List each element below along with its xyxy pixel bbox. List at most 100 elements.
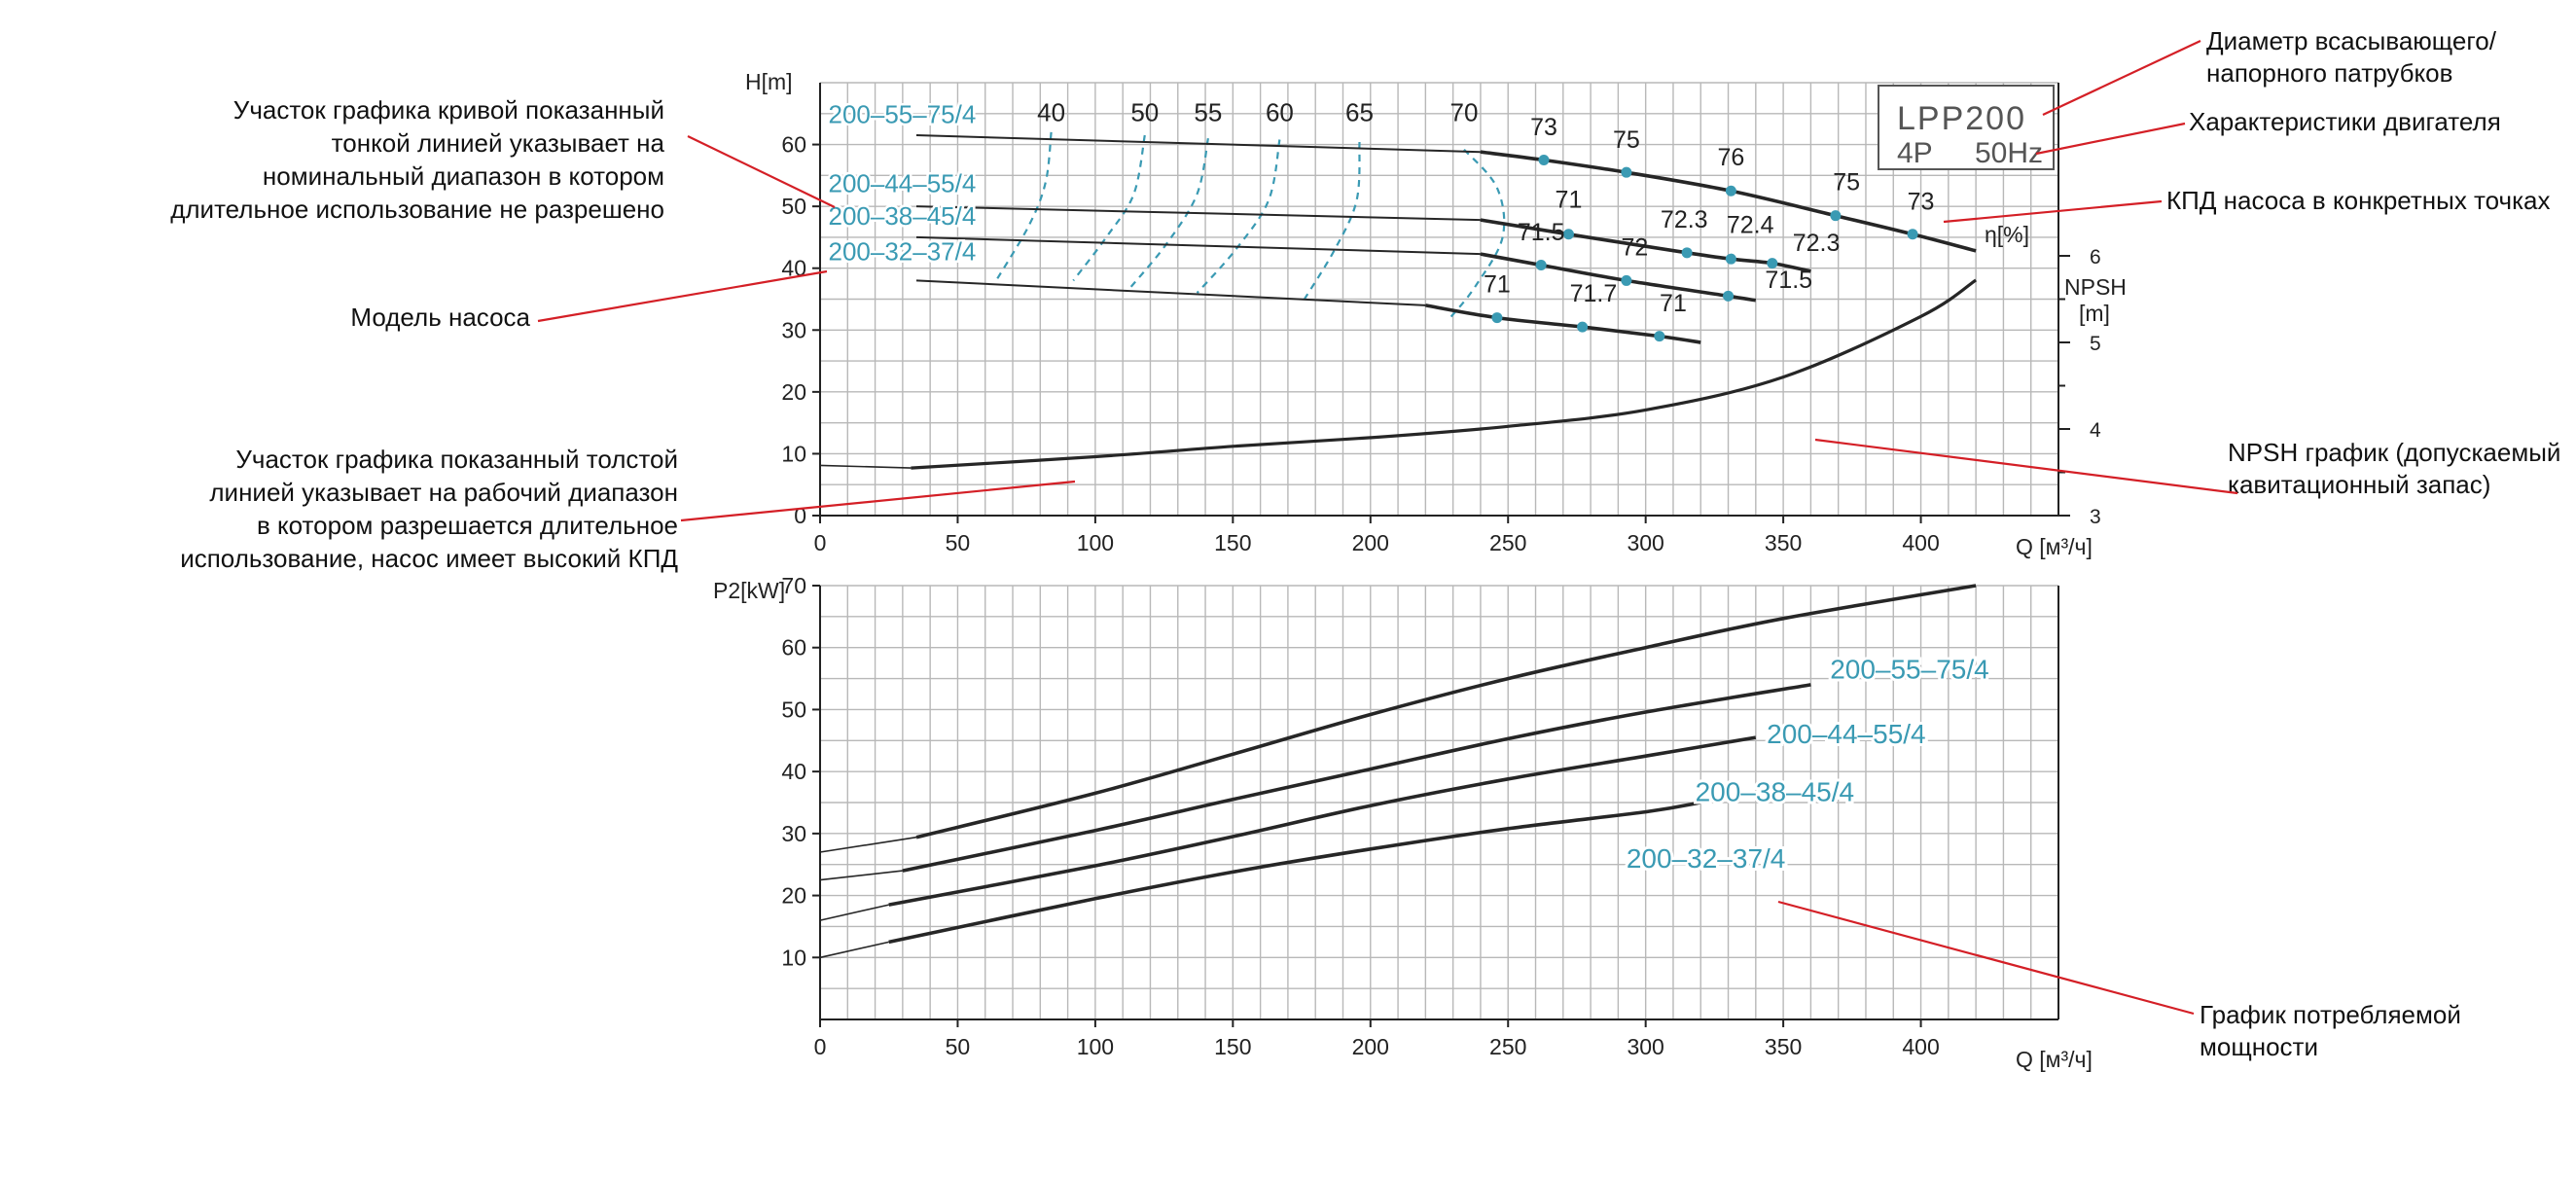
efficiency-label: 71 xyxy=(1556,186,1583,213)
x-tick-label: 300 xyxy=(1627,1034,1664,1059)
y-tick-label: 50 xyxy=(781,194,806,219)
efficiency-point xyxy=(1830,210,1842,222)
x-tick-label: 50 xyxy=(946,1034,971,1059)
efficiency-point xyxy=(1725,253,1736,265)
series-label: 200–38–45/4 xyxy=(828,201,976,231)
annotation-thick-line: использование, насос имеет высокий КПД xyxy=(180,544,678,573)
x-tick-label: 50 xyxy=(946,530,971,555)
iso-efficiency-label: 70 xyxy=(1449,97,1478,126)
x-tick-label: 350 xyxy=(1765,530,1802,555)
efficiency-points: 73 75 76 75 73 71 72.3 72.4 72.3 71.5 72 71.5 71 71.7… xyxy=(1484,114,1934,342)
efficiency-label: 75 xyxy=(1613,126,1640,154)
series-label: 200–55–75/4 xyxy=(828,99,976,128)
efficiency-point xyxy=(1538,154,1550,165)
annotation-power: мощности xyxy=(2200,1032,2318,1061)
annotation-thick-line: линией указывает на рабочий диапазон xyxy=(209,478,678,507)
legend-model-text: LPP200 xyxy=(1897,100,2026,137)
annotation-leader-line xyxy=(537,269,828,323)
x-tick-label: 350 xyxy=(1765,1034,1802,1059)
efficiency-label: 71.7 xyxy=(1570,280,1618,307)
npsh-tick-label: 3 xyxy=(2090,506,2101,528)
efficiency-label: 71.5 xyxy=(1518,219,1565,246)
bottom-y-axis-label: P2[kW] xyxy=(713,578,785,603)
head-curve-thin xyxy=(915,279,1426,306)
annotation-leader-line xyxy=(1777,900,2195,1016)
annotation-diameter: Диаметр всасывающего/ xyxy=(2206,26,2497,55)
annotation-power: График потребляемой xyxy=(2200,1000,2461,1029)
efficiency-point xyxy=(1767,258,1778,269)
x-tick-label: 400 xyxy=(1902,1034,1939,1059)
annotation-efficiency: КПД насоса в конкретных точках xyxy=(2166,186,2551,215)
iso-efficiency-label: 60 xyxy=(1266,97,1294,126)
annotation-leader-line xyxy=(2042,40,2201,116)
series-label: 200–32–37/4 xyxy=(1627,843,1786,874)
annotation-thick-line: в котором разрешается длительное xyxy=(257,511,678,540)
annotation-leader-line xyxy=(680,480,1076,522)
annotation-thin-line: тонкой линией указывает на xyxy=(332,128,665,158)
annotation-leader-line xyxy=(687,135,836,208)
x-tick-label: 0 xyxy=(814,1034,827,1059)
efficiency-point xyxy=(1681,247,1693,259)
efficiency-label: 73 xyxy=(1530,114,1557,141)
series-label: 200–44–55/4 xyxy=(828,169,976,198)
iso-efficiency-label: 55 xyxy=(1194,97,1222,126)
npsh-tick-label: 4 xyxy=(2090,419,2101,442)
annotation-leader-line xyxy=(2035,122,2186,156)
series-label: 200–44–55/4 xyxy=(1767,719,1926,749)
iso-efficiency-curve xyxy=(1072,134,1146,282)
y-tick-label: 20 xyxy=(781,883,806,909)
annotation-thick-line: Участок графика показанный толстой xyxy=(235,445,678,474)
power-curve-thin xyxy=(819,941,889,959)
power-curve-thin xyxy=(819,836,917,853)
x-tick-label: 150 xyxy=(1214,1034,1251,1059)
annotation-leader-line xyxy=(1814,438,2238,495)
series-label: 200–55–75/4 xyxy=(1830,655,1989,685)
bottom-chart-grid: 0 50 100 150 200 250 300 350 400 10 20 30 40 50 60 70 xyxy=(781,573,2059,1059)
top-chart-grid: 0 50 100 150 200 250 300 350 400 0 10 20 30 40 50 60 3 4 5… xyxy=(781,82,2101,555)
efficiency-label: 71 xyxy=(1484,271,1511,299)
y-tick-label: 10 xyxy=(781,945,806,970)
efficiency-point xyxy=(1723,290,1735,302)
annotation-npsh: NPSH график (допускаемый xyxy=(2228,438,2560,467)
power-curve-thick xyxy=(915,584,1977,840)
efficiency-label: 76 xyxy=(1717,144,1744,171)
efficiency-label: 75 xyxy=(1833,169,1860,196)
efficiency-point xyxy=(1491,312,1503,324)
eta-label: η[%] xyxy=(1985,222,2029,247)
iso-efficiency-label: 50 xyxy=(1130,97,1159,126)
efficiency-label: 71.5 xyxy=(1765,267,1812,294)
efficiency-label: 72.3 xyxy=(1661,206,1708,233)
annotation-thin-line: Участок графика кривой показанный xyxy=(233,95,664,125)
efficiency-point xyxy=(1907,229,1918,240)
y-tick-label: 30 xyxy=(781,821,806,846)
y-tick-label: 40 xyxy=(781,759,806,784)
power-curve-thick xyxy=(902,683,1811,873)
bottom-chart-labels: 200–55–75/4 200–44–55/4 200–38–45/4 200–32–… xyxy=(1624,652,1992,876)
npsh-tick-label: 6 xyxy=(2090,246,2101,268)
x-tick-label: 400 xyxy=(1902,530,1939,555)
iso-efficiency-curve xyxy=(1303,141,1361,301)
top-y-axis-label: H[m] xyxy=(745,69,793,94)
y-tick-label: 60 xyxy=(781,635,806,661)
annotation-leader-line xyxy=(1943,199,2163,224)
efficiency-point xyxy=(1562,229,1574,240)
y-tick-label: 30 xyxy=(781,317,806,342)
power-curve-thick xyxy=(888,801,1701,945)
power-curve-thick xyxy=(888,735,1757,907)
head-curve-thin xyxy=(915,205,1481,222)
x-tick-label: 200 xyxy=(1352,530,1389,555)
efficiency-point xyxy=(1577,321,1589,333)
power-curves xyxy=(819,584,1977,959)
npsh-curve xyxy=(819,278,1978,470)
y-tick-label: 0 xyxy=(794,503,806,528)
annotation-thin-line: номинальный диапазон в котором xyxy=(263,161,664,191)
efficiency-point xyxy=(1725,185,1736,196)
power-curve-thin xyxy=(819,870,903,881)
annotations: Участок графика кривой показанныйтонкой … xyxy=(170,26,2560,1061)
x-tick-label: 0 xyxy=(814,530,827,555)
annotation-model: Модель насоса xyxy=(350,303,530,332)
annotation-motor: Характеристики двигателя xyxy=(2189,107,2501,136)
y-tick-label: 20 xyxy=(781,379,806,405)
y-tick-label: 10 xyxy=(781,441,806,466)
